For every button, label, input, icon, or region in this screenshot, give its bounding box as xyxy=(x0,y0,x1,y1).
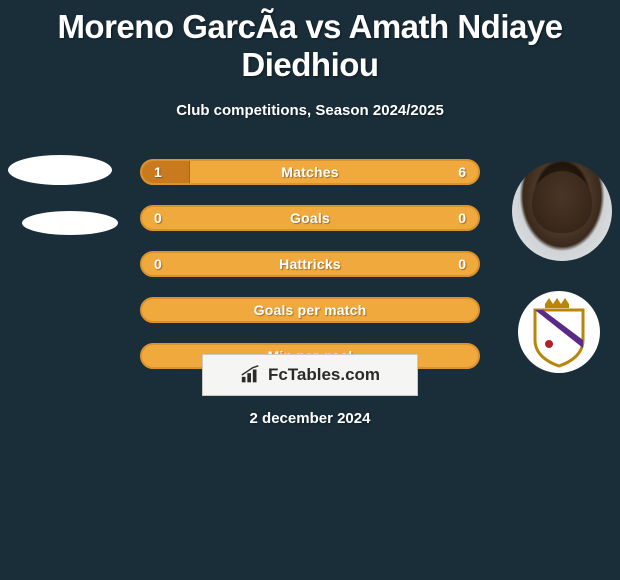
stat-bar: 00Hattricks xyxy=(140,251,480,277)
club-left-badge-placeholder xyxy=(22,211,118,235)
player-left-avatar-placeholder xyxy=(8,155,112,185)
stat-bar: 00Goals xyxy=(140,205,480,231)
stat-bar: Goals per match xyxy=(140,297,480,323)
stat-label: Goals xyxy=(142,207,478,229)
club-crest-icon xyxy=(527,296,591,368)
stat-label: Matches xyxy=(142,161,478,183)
club-right-badge xyxy=(518,291,600,373)
footer-date: 2 december 2024 xyxy=(0,410,620,427)
stat-bar: 16Matches xyxy=(140,159,480,185)
page-subtitle: Club competitions, Season 2024/2025 xyxy=(0,102,620,119)
page-title: Moreno GarcÃa vs Amath Ndiaye Diedhiou xyxy=(0,0,620,84)
stat-label: Goals per match xyxy=(142,299,478,321)
player-right-avatar xyxy=(512,161,612,261)
bar-chart-icon xyxy=(240,365,262,385)
stat-label: Hattricks xyxy=(142,253,478,275)
branding-text: FcTables.com xyxy=(268,365,380,385)
branding-box: FcTables.com xyxy=(202,354,418,396)
